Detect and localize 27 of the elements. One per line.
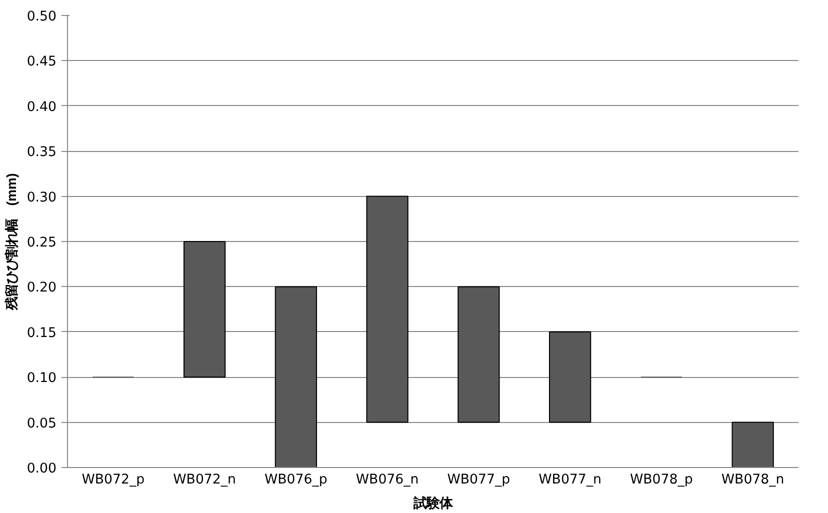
x-tick-label: WB076_n (356, 472, 419, 488)
y-tick-label: 0.35 (26, 145, 57, 160)
y-tick-label: 0.45 (26, 54, 57, 70)
x-tick-label: WB078_p (630, 472, 693, 488)
y-tick-label: 0.00 (26, 462, 57, 476)
y-tick-label: 0.20 (26, 280, 57, 296)
x-tick-label: WB077_n (538, 472, 602, 488)
x-tick-label: WB077_p (447, 472, 510, 488)
bar (274, 286, 317, 468)
bar (732, 422, 774, 468)
y-tick-label: 0.10 (26, 371, 57, 386)
y-tick-label: 0.15 (26, 326, 57, 341)
x-axis-title: 試験体 (412, 496, 454, 510)
y-axis-title: 残留ひび割れ幅 (mm) (4, 173, 19, 311)
bar (184, 241, 226, 378)
y-tick-label: 0.05 (26, 416, 57, 432)
y-tick-label: 0.40 (26, 100, 57, 115)
bar (458, 286, 500, 423)
x-tick-label: WB078_n (721, 472, 784, 488)
y-tick-label: 0.30 (26, 190, 57, 206)
y-tick-label: 0.50 (26, 10, 57, 24)
x-tick-label: WB076_p (264, 472, 328, 488)
y-tick-label: 0.25 (26, 236, 57, 250)
x-tick-label: WB072_p (82, 472, 145, 488)
bar (549, 331, 592, 423)
bar (366, 196, 408, 423)
x-tick-label: WB072_n (173, 472, 236, 488)
